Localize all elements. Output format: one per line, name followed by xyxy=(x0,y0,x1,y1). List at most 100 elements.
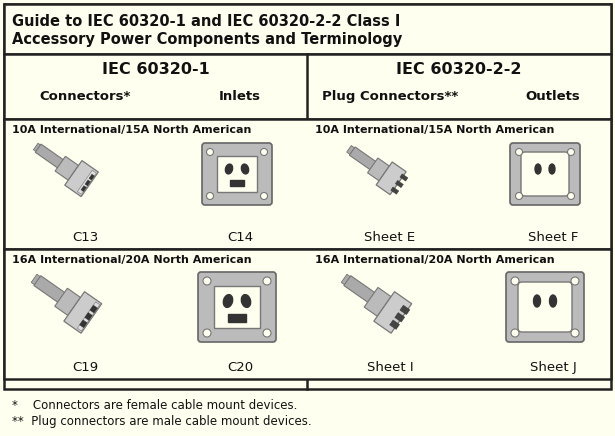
Polygon shape xyxy=(400,174,408,181)
Polygon shape xyxy=(31,274,42,286)
Polygon shape xyxy=(89,174,94,180)
Text: C13: C13 xyxy=(72,231,98,244)
Text: IEC 60320-1: IEC 60320-1 xyxy=(101,62,209,77)
Text: 10A International/15A North American: 10A International/15A North American xyxy=(315,125,554,135)
Polygon shape xyxy=(85,180,90,186)
Circle shape xyxy=(203,277,211,285)
Polygon shape xyxy=(374,292,411,333)
Polygon shape xyxy=(361,288,372,300)
Polygon shape xyxy=(40,148,49,158)
Polygon shape xyxy=(38,279,49,291)
FancyBboxPatch shape xyxy=(521,152,569,196)
Circle shape xyxy=(571,329,579,337)
Polygon shape xyxy=(391,187,399,194)
Polygon shape xyxy=(85,313,92,320)
Text: Connectors*: Connectors* xyxy=(39,90,130,103)
Ellipse shape xyxy=(225,164,232,174)
Circle shape xyxy=(203,329,211,337)
Polygon shape xyxy=(81,186,86,191)
Text: Sheet I: Sheet I xyxy=(367,361,413,374)
Ellipse shape xyxy=(549,164,555,174)
Polygon shape xyxy=(90,305,97,313)
Polygon shape xyxy=(395,181,403,187)
Ellipse shape xyxy=(549,295,557,307)
Polygon shape xyxy=(354,283,366,296)
Polygon shape xyxy=(376,162,406,194)
Polygon shape xyxy=(347,279,359,291)
Text: 16A International/20A North American: 16A International/20A North American xyxy=(315,255,555,265)
Polygon shape xyxy=(55,288,81,315)
Bar xyxy=(4,4,611,54)
Text: Sheet F: Sheet F xyxy=(528,231,578,244)
Text: Guide to IEC 60320-1 and IEC 60320-2-2 Class I: Guide to IEC 60320-1 and IEC 60320-2-2 C… xyxy=(12,14,400,29)
Circle shape xyxy=(568,149,574,156)
Ellipse shape xyxy=(241,164,248,174)
Polygon shape xyxy=(360,155,369,165)
Polygon shape xyxy=(353,150,363,160)
Polygon shape xyxy=(77,170,97,194)
Bar xyxy=(228,314,246,322)
Polygon shape xyxy=(341,274,352,286)
Circle shape xyxy=(515,149,523,156)
Polygon shape xyxy=(344,276,377,304)
Polygon shape xyxy=(395,313,405,322)
FancyBboxPatch shape xyxy=(506,272,584,342)
Polygon shape xyxy=(55,156,79,180)
Bar xyxy=(4,54,611,119)
FancyBboxPatch shape xyxy=(202,143,272,205)
Bar xyxy=(214,286,260,328)
Circle shape xyxy=(511,277,519,285)
Polygon shape xyxy=(65,160,98,197)
Polygon shape xyxy=(368,158,389,181)
Bar xyxy=(217,156,257,192)
Polygon shape xyxy=(44,283,56,296)
Circle shape xyxy=(261,149,268,156)
FancyBboxPatch shape xyxy=(198,272,276,342)
Polygon shape xyxy=(51,288,62,300)
Text: Accessory Power Components and Terminology: Accessory Power Components and Terminolo… xyxy=(12,32,402,47)
Polygon shape xyxy=(35,144,66,170)
Circle shape xyxy=(571,277,579,285)
Polygon shape xyxy=(364,287,391,316)
Bar xyxy=(230,180,244,186)
FancyBboxPatch shape xyxy=(518,282,572,332)
Circle shape xyxy=(515,193,523,200)
Text: C19: C19 xyxy=(72,361,98,374)
Ellipse shape xyxy=(535,164,541,174)
Circle shape xyxy=(207,149,213,156)
Circle shape xyxy=(511,329,519,337)
Text: 10A International/15A North American: 10A International/15A North American xyxy=(12,125,252,135)
Polygon shape xyxy=(400,305,410,315)
Text: IEC 60320-2-2: IEC 60320-2-2 xyxy=(396,62,522,77)
Circle shape xyxy=(261,193,268,200)
Ellipse shape xyxy=(241,295,251,307)
Polygon shape xyxy=(349,147,378,171)
Ellipse shape xyxy=(223,295,232,307)
Text: Sheet J: Sheet J xyxy=(530,361,576,374)
Text: Inlets: Inlets xyxy=(219,90,261,103)
FancyBboxPatch shape xyxy=(510,143,580,205)
Text: Sheet E: Sheet E xyxy=(365,231,416,244)
Polygon shape xyxy=(79,320,87,328)
Polygon shape xyxy=(77,302,100,331)
Text: C14: C14 xyxy=(227,231,253,244)
Polygon shape xyxy=(33,143,43,153)
Polygon shape xyxy=(47,152,56,162)
Bar xyxy=(4,4,611,389)
Text: Outlets: Outlets xyxy=(526,90,581,103)
Circle shape xyxy=(207,193,213,200)
Text: Plug Connectors**: Plug Connectors** xyxy=(322,90,458,103)
Text: **  Plug connectors are male cable mount devices.: ** Plug connectors are male cable mount … xyxy=(12,415,312,428)
Polygon shape xyxy=(34,276,67,304)
Text: C20: C20 xyxy=(227,361,253,374)
Polygon shape xyxy=(389,320,400,330)
Ellipse shape xyxy=(533,295,541,307)
Polygon shape xyxy=(347,146,356,156)
Bar xyxy=(4,119,611,249)
Circle shape xyxy=(263,329,271,337)
Text: *    Connectors are female cable mount devices.: * Connectors are female cable mount devi… xyxy=(12,399,298,412)
Bar xyxy=(4,249,611,379)
Circle shape xyxy=(568,193,574,200)
Text: 16A International/20A North American: 16A International/20A North American xyxy=(12,255,252,265)
Polygon shape xyxy=(64,292,101,333)
